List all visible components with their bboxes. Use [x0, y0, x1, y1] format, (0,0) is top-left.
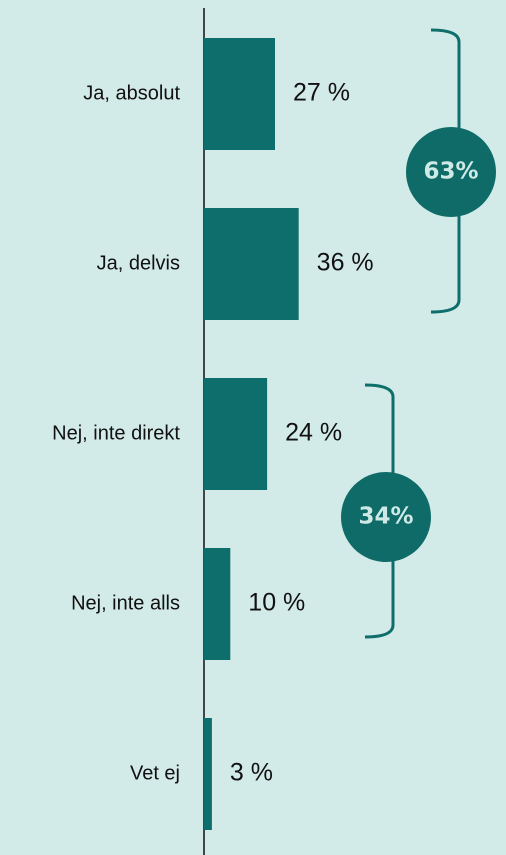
annotation-circle [406, 127, 496, 217]
bar [204, 548, 231, 660]
value-label: 27 % [293, 79, 350, 107]
bar [204, 718, 212, 830]
bar [204, 378, 268, 490]
value-label: 10 % [248, 589, 305, 617]
annotation-circle [341, 472, 431, 562]
category-label: Nej, inte direkt [52, 422, 180, 444]
category-label: Nej, inte alls [71, 592, 180, 614]
annotation: 34% [358, 504, 413, 530]
value-label: 3 % [230, 759, 273, 787]
annotation: 63% [423, 159, 478, 185]
bar [204, 208, 299, 320]
category-label: Ja, delvis [97, 252, 180, 274]
value-label: 24 % [285, 419, 342, 447]
category-label: Vet ej [130, 762, 180, 784]
bar [204, 38, 276, 150]
value-label: 36 % [317, 249, 374, 277]
category-label: Ja, absolut [83, 82, 180, 104]
